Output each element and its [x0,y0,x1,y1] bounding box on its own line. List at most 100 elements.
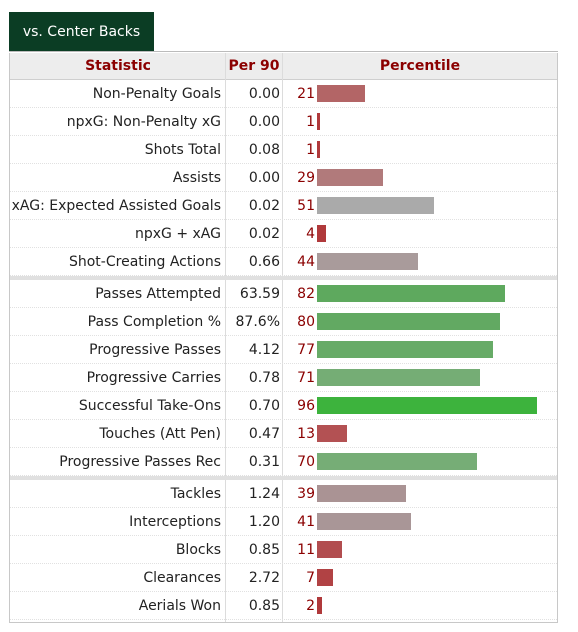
per90-value: 63.59 [239,286,280,302]
stat-name: npxG: Non-Penalty xG [66,114,221,130]
per90-value: 0.78 [248,370,280,386]
percentile-bar [317,169,383,186]
stat-name: Shot-Creating Actions [68,254,221,270]
percentile-value: 39 [297,486,315,502]
group-separator [10,276,557,280]
per90-value: 0.08 [248,142,280,158]
column-divider [225,53,226,622]
percentile-bar [317,141,320,158]
percentile-bar [317,341,493,358]
header-statistic[interactable]: Statistic [85,58,151,74]
percentile-value: 70 [297,454,315,470]
table-row: Pass Completion % 87.6% 80 [10,308,557,336]
percentile-bar [317,197,434,214]
per90-value: 0.31 [248,454,280,470]
percentile-value: 80 [297,314,315,330]
percentile-value: 7 [306,570,315,586]
table-row: Aerials Won 0.85 2 [10,592,557,620]
stat-name: Touches (Att Pen) [99,426,221,442]
percentile-value: 44 [297,254,315,270]
table-row: Passes Attempted 63.59 82 [10,280,557,308]
table-row: Progressive Passes Rec 0.31 70 [10,448,557,476]
percentile-value: 1 [306,114,315,130]
percentile-value: 2 [306,598,315,614]
per90-value: 0.70 [248,398,280,414]
percentile-value: 1 [306,142,315,158]
table-row: Clearances 2.72 7 [10,564,557,592]
stat-name: Progressive Carries [86,370,221,386]
percentile-bar [317,369,480,386]
header-per90[interactable]: Per 90 [228,58,280,74]
stat-name: xAG: Expected Assisted Goals [11,198,221,214]
stat-name: Non-Penalty Goals [92,86,221,102]
stat-name: npxG + xAG [135,226,221,242]
percentile-value: 41 [297,514,315,530]
percentile-value: 51 [297,198,315,214]
percentile-bar [317,453,477,470]
header-percentile[interactable]: Percentile [379,58,461,74]
stat-name: Interceptions [129,514,221,530]
table-row: Interceptions 1.20 41 [10,508,557,536]
percentile-bar [317,425,347,442]
table-row: Tackles 1.24 39 [10,480,557,508]
percentile-bar [317,597,322,614]
percentile-bar [317,285,505,302]
percentile-bar [317,485,406,502]
per90-value: 0.85 [248,542,280,558]
table-row: Shot-Creating Actions 0.66 44 [10,248,557,276]
percentile-bar [317,513,411,530]
percentile-value: 29 [297,170,315,186]
percentile-value: 11 [297,542,315,558]
table-row: Shots Total 0.08 1 [10,136,557,164]
per90-value: 1.24 [248,486,280,502]
per90-value: 0.00 [248,114,280,130]
stat-name: Clearances [143,570,221,586]
stat-name: Shots Total [144,142,221,158]
percentile-value: 21 [297,86,315,102]
percentile-bar [317,569,333,586]
table-row: Progressive Carries 0.78 71 [10,364,557,392]
percentile-value: 82 [297,286,315,302]
per90-value: 0.66 [248,254,280,270]
table-row: Non-Penalty Goals 0.00 21 [10,80,557,108]
column-divider [282,53,283,622]
tab-vs-center-backs[interactable]: vs. Center Backs [9,12,154,52]
stat-name: Successful Take-Ons [78,398,221,414]
percentile-bar [317,113,320,130]
stat-name: Progressive Passes Rec [59,454,221,470]
table-row: Progressive Passes 4.12 77 [10,336,557,364]
percentile-value: 71 [297,370,315,386]
percentile-value: 96 [297,398,315,414]
stats-table: Statistic Per 90 Percentile Non-Penalty … [9,53,558,623]
percentile-value: 77 [297,342,315,358]
per90-value: 0.00 [248,86,280,102]
stat-name: Aerials Won [138,598,221,614]
table-row: Successful Take-Ons 0.70 96 [10,392,557,420]
table-row: npxG + xAG 0.02 4 [10,220,557,248]
stat-name: Pass Completion % [87,314,221,330]
stat-name: Tackles [170,486,221,502]
per90-value: 2.72 [248,570,280,586]
per90-value: 0.47 [248,426,280,442]
per90-value: 1.20 [248,514,280,530]
table-row: Assists 0.00 29 [10,164,557,192]
stat-name: Blocks [175,542,221,558]
percentile-value: 4 [306,226,315,242]
per90-value: 0.02 [248,198,280,214]
stat-name: Assists [172,170,221,186]
table-header: Statistic Per 90 Percentile [10,53,557,80]
percentile-bar [317,541,342,558]
tab-label: vs. Center Backs [22,24,141,40]
per90-value: 0.02 [248,226,280,242]
tab-divider [9,51,558,52]
stat-name: Passes Attempted [95,286,221,302]
per90-value: 0.85 [248,598,280,614]
per90-value: 4.12 [248,342,280,358]
percentile-bar [317,253,418,270]
percentile-bar [317,397,537,414]
percentile-bar [317,313,500,330]
table-row: xAG: Expected Assisted Goals 0.02 51 [10,192,557,220]
percentile-bar [317,85,365,102]
table-row: npxG: Non-Penalty xG 0.00 1 [10,108,557,136]
group-separator [10,476,557,480]
